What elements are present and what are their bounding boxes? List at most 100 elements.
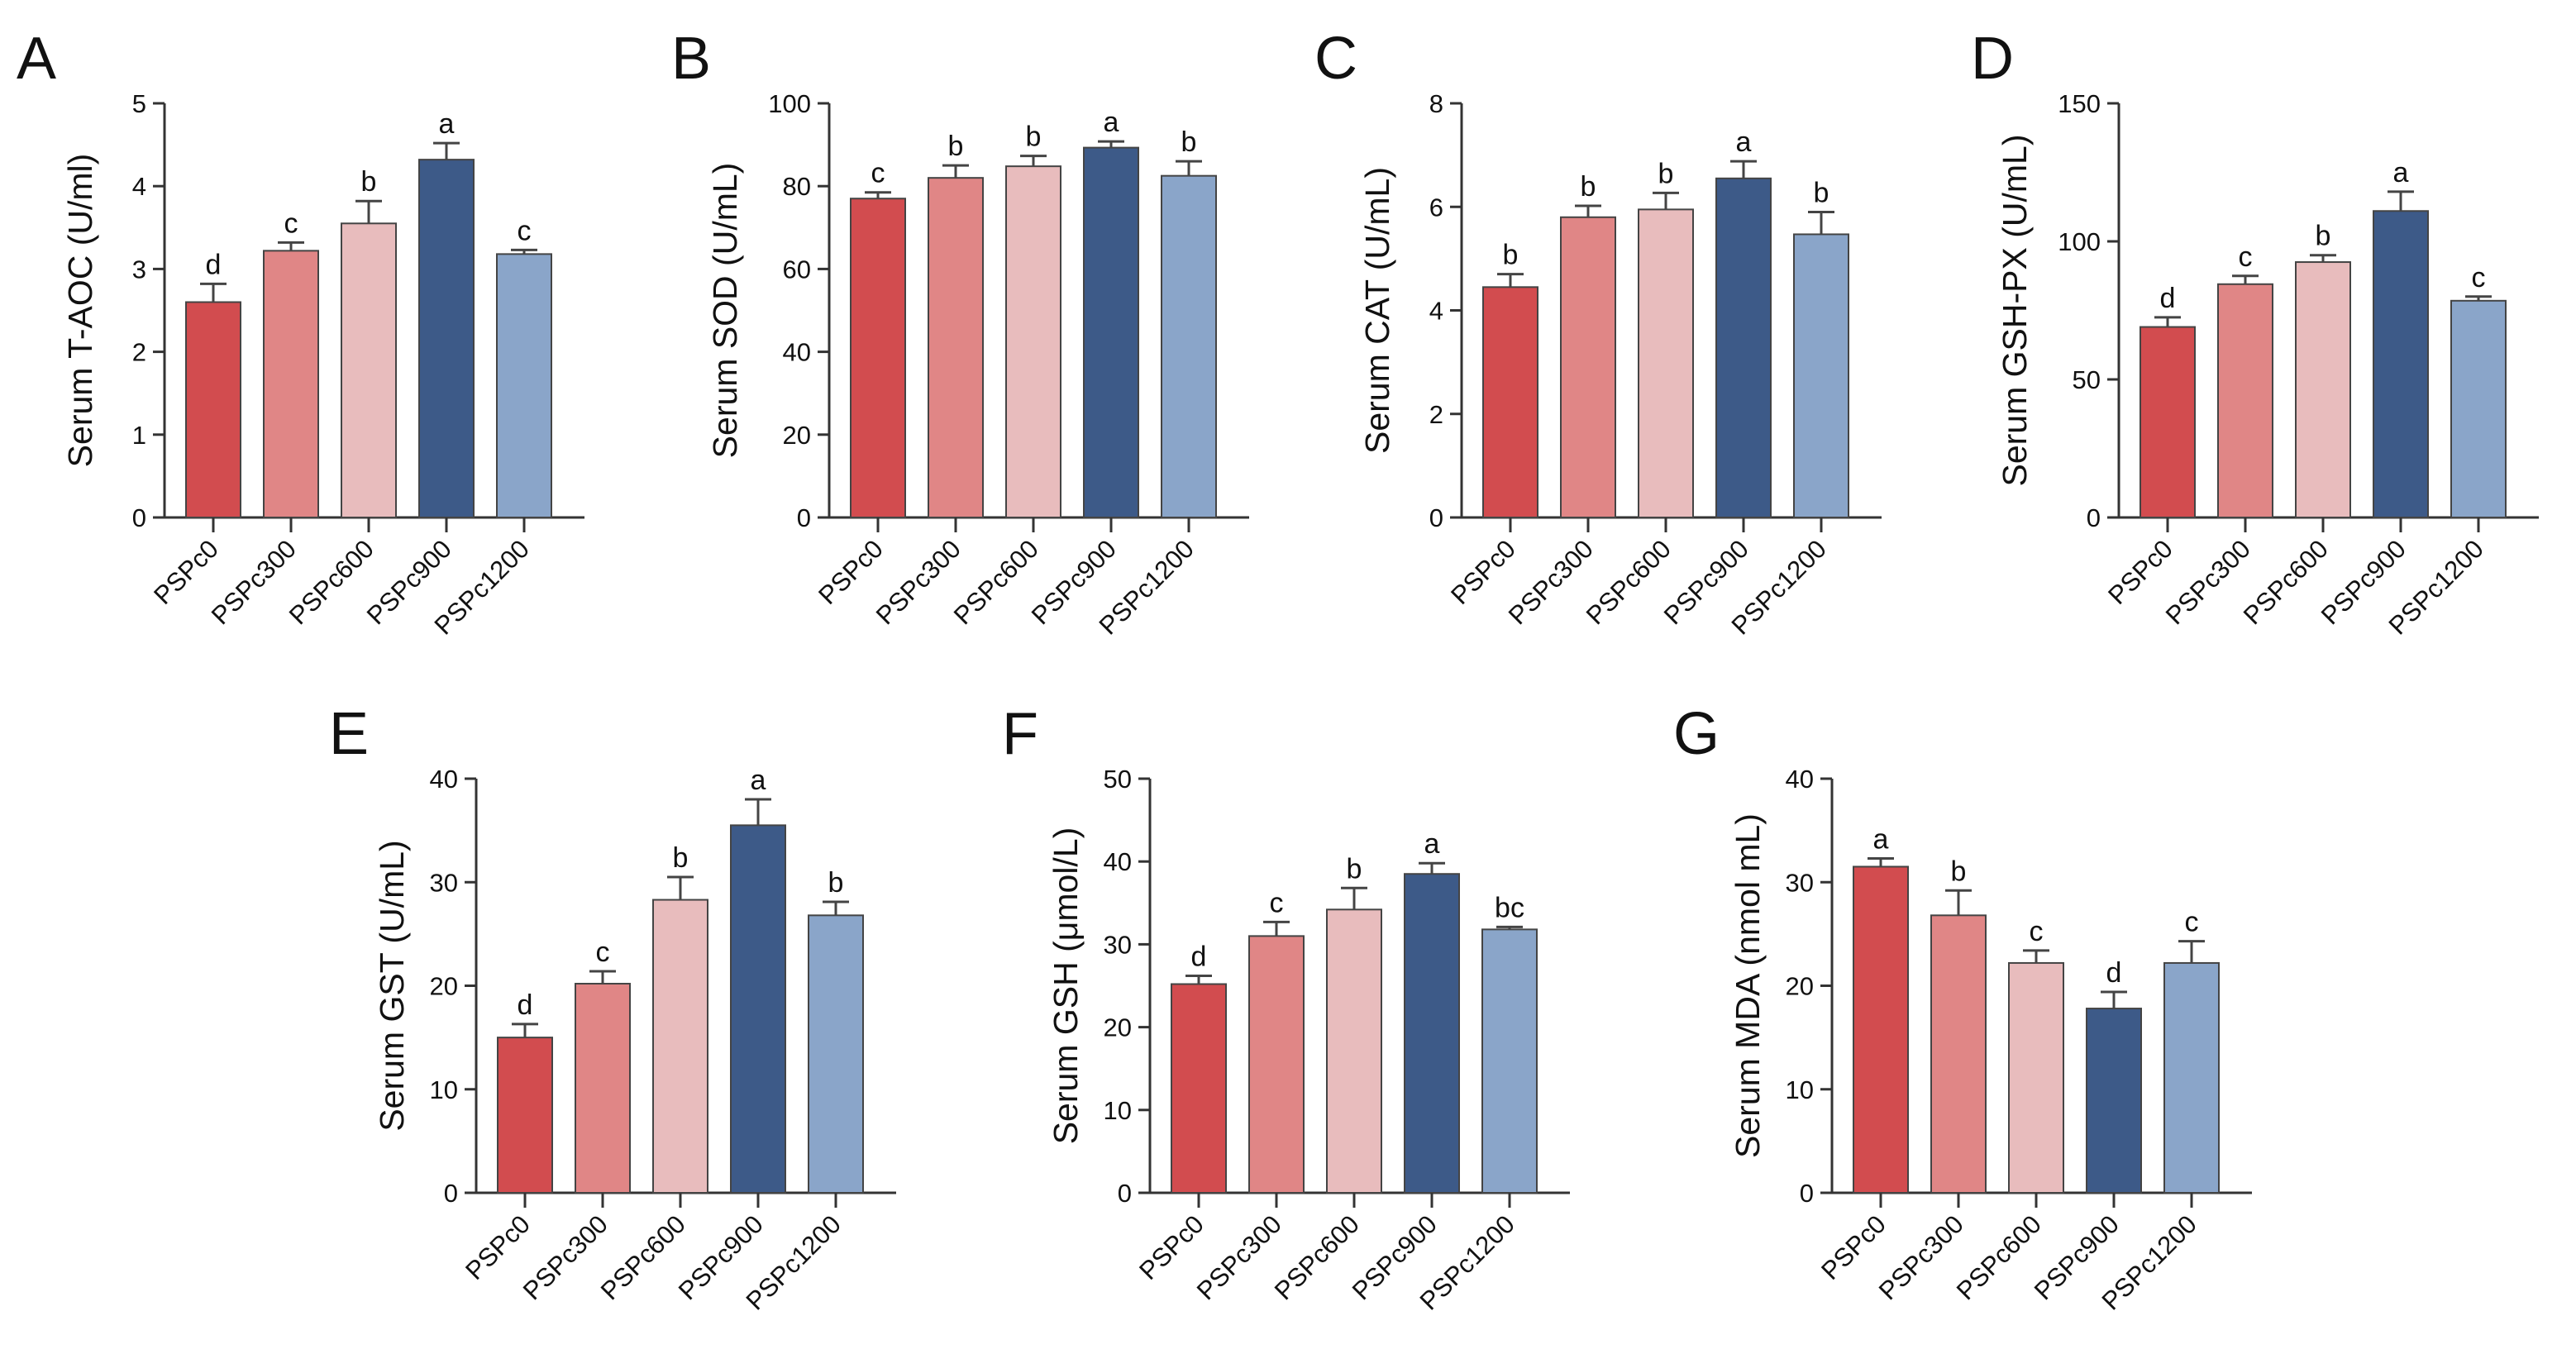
significance-letter: c (518, 215, 532, 246)
x-tick-label: PSPc600 (595, 1209, 691, 1305)
significance-letter: c (2239, 241, 2253, 273)
bar-PSPc0 (850, 198, 906, 518)
x-tick-label: PSPc0 (813, 534, 889, 610)
bar-PSPc1200 (1161, 174, 1217, 519)
significance-letter: b (1951, 856, 1967, 887)
x-tick-label: PSPc0 (460, 1209, 536, 1285)
bar-PSPc600 (2008, 961, 2064, 1194)
y-tick-label: 20 (1786, 972, 1814, 1001)
y-tick-label: 100 (768, 89, 811, 118)
y-tick-label: 0 (797, 503, 811, 532)
x-tick-label: PSPc600 (284, 534, 379, 630)
bar-PSPc900 (1083, 146, 1139, 518)
significance-letter: a (2393, 157, 2409, 188)
significance-letter: c (2030, 916, 2044, 947)
panel-label: A (17, 26, 56, 92)
significance-letter: b (1181, 126, 1197, 158)
x-tick-label: PSPc300 (2160, 534, 2256, 630)
bar-PSPc0 (185, 301, 241, 518)
y-tick-label: 0 (132, 503, 146, 532)
y-tick-label: 0 (444, 1179, 458, 1208)
significance-letter: b (1347, 853, 1362, 884)
significance-letter: b (1581, 171, 1596, 203)
bar-PSPc900 (1715, 177, 1772, 518)
y-tick-label: 20 (783, 421, 811, 450)
y-tick-label: 2 (132, 338, 146, 367)
significance-letter: a (1736, 126, 1752, 158)
bar-PSPc600 (1638, 208, 1694, 518)
y-axis-label: Serum CAT (U/mL) (1358, 167, 1396, 454)
bar-PSPc300 (928, 177, 984, 518)
bar-PSPc900 (2086, 1008, 2142, 1194)
y-tick-label: 4 (1429, 297, 1443, 326)
panel-label: G (1673, 701, 1720, 767)
y-tick-label: 80 (783, 172, 811, 201)
bar-PSPc900 (2373, 210, 2429, 518)
bar-PSPc900 (730, 824, 786, 1194)
x-tick-label: PSPc300 (1873, 1209, 1969, 1305)
y-tick-label: 1 (132, 421, 146, 450)
bar-PSPc600 (2295, 261, 2351, 518)
y-tick-label: 100 (2058, 227, 2101, 256)
significance-letter: bc (1495, 892, 1524, 923)
significance-letter: b (1658, 158, 1674, 189)
bar-PSPc1200 (496, 253, 552, 518)
bar-PSPc900 (418, 159, 475, 519)
x-tick-label: PSPc300 (1191, 1209, 1287, 1305)
y-tick-label: 20 (1104, 1013, 1132, 1042)
x-tick-label: PSPc600 (1951, 1209, 2047, 1305)
significance-letter: c (2185, 907, 2199, 938)
bar-PSPc600 (1326, 908, 1382, 1194)
panel-label: F (1002, 701, 1038, 767)
significance-letter: a (1424, 828, 1440, 860)
y-tick-label: 40 (1104, 847, 1132, 876)
panel-B: B 0 20 40 60 80 100 Serum SOD (U/mL) c PSPc0 b PSPc… (671, 26, 1249, 641)
bar-PSPc300 (575, 982, 631, 1194)
y-tick-label: 40 (430, 765, 458, 794)
panel-label: B (671, 26, 711, 92)
significance-letter: c (1270, 887, 1284, 918)
significance-letter: b (361, 166, 377, 198)
y-tick-label: 40 (783, 338, 811, 367)
y-tick-label: 60 (783, 255, 811, 284)
y-tick-label: 0 (1800, 1179, 1814, 1208)
panel-C: C 0 2 4 6 8 Serum CAT (U/mL) b PSPc0 b PSPc300 b PSP… (1314, 26, 1882, 641)
y-tick-label: 0 (2087, 503, 2101, 532)
y-tick-label: 50 (2073, 365, 2101, 394)
y-tick-label: 6 (1429, 193, 1443, 222)
panel-D: D 0 50 100 150 Serum GSH-PX (U/mL) d PSPc0 c PSPc… (1971, 26, 2539, 641)
y-tick-label: 8 (1429, 89, 1443, 118)
y-axis-label: Serum MDA (nmol mL) (1729, 813, 1767, 1158)
x-tick-label: PSPc600 (2238, 534, 2334, 630)
x-tick-label: PSPc0 (1445, 534, 1521, 610)
panel-F: F 0 10 20 30 40 50 Serum GSH (μmol/L) d PSPc0 c PSP… (1002, 701, 1570, 1316)
y-tick-label: 50 (1104, 765, 1132, 794)
y-tick-label: 20 (430, 972, 458, 1001)
y-axis-label: Serum T-AOC (U/ml) (61, 154, 99, 468)
bar-PSPc300 (1930, 914, 1987, 1194)
panel-A: A 0 1 2 3 4 5 Serum T-AOC (U/ml) d PSPc0 c PSPc300 b… (17, 26, 584, 641)
y-axis-label: Serum GST (U/mL) (373, 840, 411, 1131)
x-tick-label: PSPc600 (948, 534, 1044, 630)
x-tick-label: PSPc300 (518, 1209, 613, 1305)
y-tick-label: 10 (430, 1075, 458, 1104)
y-tick-label: 10 (1104, 1096, 1132, 1125)
bar-PSPc1200 (808, 914, 864, 1194)
bar-PSPc300 (263, 250, 319, 518)
significance-letter: d (2160, 283, 2176, 314)
panel-label: E (329, 701, 369, 767)
bar-PSPc0 (1853, 865, 1909, 1194)
bar-PSPc1200 (2163, 961, 2220, 1194)
x-tick-label: PSPc0 (1133, 1209, 1209, 1285)
significance-letter: d (518, 989, 533, 1021)
bar-PSPc300 (2217, 283, 2273, 518)
x-tick-label: PSPc0 (148, 534, 224, 610)
panel-label: D (1971, 26, 2014, 92)
significance-letter: b (1026, 122, 1042, 153)
x-tick-label: PSPc600 (1269, 1209, 1365, 1305)
significance-letter: b (2316, 221, 2331, 252)
significance-letter: b (948, 131, 964, 162)
y-tick-label: 30 (1786, 868, 1814, 897)
